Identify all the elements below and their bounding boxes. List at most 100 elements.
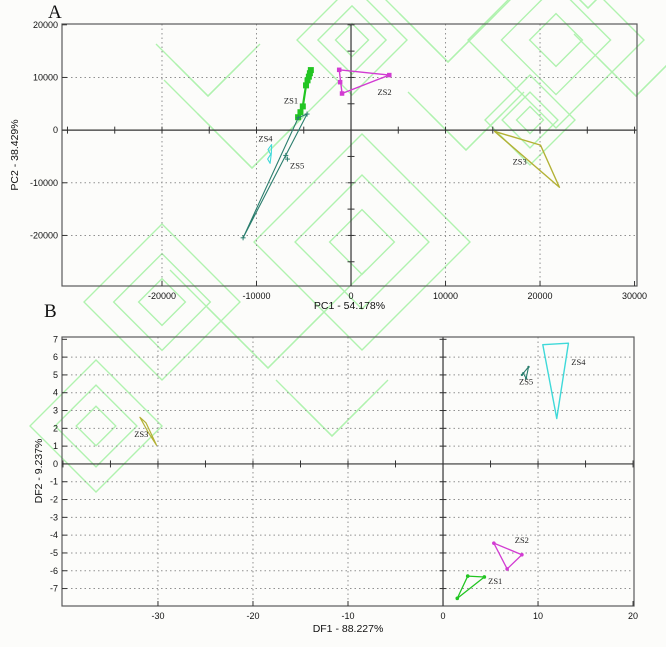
- cluster-label: ZS3: [513, 156, 527, 166]
- panel-b-cluster-zs5: ZS5: [519, 365, 533, 387]
- x-tick-label: -10: [341, 611, 354, 621]
- y-tick-label: 4: [53, 388, 58, 398]
- cluster-label: ZS4: [571, 357, 586, 367]
- x-tick-label: 0: [349, 291, 354, 301]
- panel-b-xaxis-title: DF1 - 88.227%: [312, 623, 384, 635]
- watermark-diamond: [83, 223, 241, 381]
- watermark-chevron: [597, 57, 666, 97]
- x-tick-label: -30: [151, 611, 164, 621]
- watermark-diamond: [75, 405, 117, 447]
- cluster-marker: [387, 72, 392, 78]
- watermark-chevron: [196, 112, 308, 169]
- cluster-marker: [307, 67, 314, 74]
- cluster-marker: [520, 552, 524, 557]
- watermark-motifs: [29, 0, 666, 493]
- watermark-chevron: [206, 306, 330, 369]
- cluster-marker: [336, 67, 342, 73]
- y-tick-label: 0: [53, 125, 58, 135]
- panel-b-frame: [61, 336, 635, 607]
- y-tick-label: -5: [50, 548, 58, 558]
- cluster-marker: [492, 541, 496, 545]
- y-tick-label: -2: [50, 495, 58, 505]
- watermark-diamond: [294, 174, 430, 310]
- watermark-diamond: [501, 91, 559, 149]
- cluster-label: ZS5: [290, 161, 304, 171]
- watermark-diamond: [334, 22, 370, 58]
- watermark-diamond: [467, 0, 645, 129]
- cluster-outline: [267, 144, 273, 164]
- panel-b-cluster-zs1: ZS1: [455, 574, 502, 601]
- watermark-chevron: [296, 400, 368, 437]
- cluster-label: ZS4: [258, 134, 273, 144]
- panel-b-zero-axes: [62, 337, 634, 606]
- panel-b-yaxis-title: DF2 - 9.237%: [33, 438, 45, 504]
- panel-a-xaxis-title: PC1 - 54.178%: [313, 300, 386, 312]
- panel-a-grid: [62, 24, 637, 286]
- panel-a-yaxis-title: PC2 - 38.429%: [9, 119, 21, 191]
- panel-b-plot: -30 -20 -10 0 10 2076543210-1-2-3-4-5-6-7ZS3Z…: [50, 334, 638, 621]
- cluster-marker: [465, 574, 470, 578]
- cluster-outline: [542, 342, 570, 420]
- y-tick-label: 7: [53, 334, 58, 344]
- watermark-chevron: [175, 63, 241, 97]
- panel-b-ticks: [62, 338, 634, 606]
- y-tick-label: 6: [53, 352, 58, 362]
- y-tick-label: -20000: [30, 230, 58, 240]
- cluster-label: ZS5: [519, 377, 533, 387]
- y-tick-label: -6: [50, 566, 58, 576]
- panel-b-letter: B: [44, 301, 57, 322]
- y-tick-label: 5: [53, 370, 58, 380]
- y-tick-label: 10000: [33, 72, 58, 82]
- cluster-marker: [455, 596, 460, 601]
- y-tick-label: 2: [53, 423, 58, 433]
- cluster-label: ZS1: [284, 95, 298, 105]
- cluster-outline: [493, 130, 561, 188]
- watermark-diamond: [500, 0, 612, 96]
- watermark-diamond: [528, 12, 584, 68]
- panel-a-plot: -20000 -10000 0 10000 20000 30000 20000 10000 0 -…: [30, 20, 647, 301]
- panel-a-tick-labels: -20000 -10000 0 10000 20000 30000 20000 10000 0 -…: [30, 20, 647, 301]
- panel-a-letter: A: [48, 2, 62, 23]
- cluster-marker: [304, 77, 311, 84]
- panel-b-grid: [62, 337, 634, 606]
- watermark-chevron: [399, 13, 497, 63]
- watermark-diamond: [29, 359, 163, 493]
- watermark-chevron: [579, 0, 597, 9]
- x-tick-label: 10000: [433, 291, 458, 301]
- cluster-marker: [527, 365, 530, 369]
- panel-b-cluster-zs3: ZS3: [134, 416, 158, 446]
- panel-a-minor-ticks: [66, 24, 636, 263]
- x-tick-label: -10000: [242, 291, 270, 301]
- watermark-diamond: [316, 4, 388, 76]
- y-tick-label: 3: [53, 406, 58, 416]
- cluster-marker: [337, 79, 343, 85]
- x-tick-label: 20: [628, 611, 638, 621]
- watermark-diamond: [137, 277, 187, 327]
- cluster-label: ZS2: [515, 535, 529, 545]
- y-tick-label: 20000: [33, 20, 58, 30]
- panel-a-zero-axes: [62, 24, 637, 286]
- watermark-diamond: [484, 74, 576, 166]
- cluster-marker: [297, 109, 304, 116]
- cluster-marker: [522, 371, 525, 375]
- cluster-marker: [505, 567, 509, 571]
- y-tick-label: 1: [53, 441, 58, 451]
- panel-b-cluster-zs2: ZS2: [492, 535, 529, 571]
- cluster-marker: [306, 70, 313, 77]
- y-tick-label: -10000: [30, 178, 58, 188]
- cluster-outline: [493, 542, 523, 570]
- x-tick-label: 10: [533, 611, 543, 621]
- cluster-marker: [305, 73, 312, 80]
- cluster-outline: [242, 113, 308, 239]
- panel-a-frame: [61, 23, 638, 287]
- watermark-diamond: [54, 384, 138, 468]
- panel-b-cluster-zs4: ZS4: [542, 342, 586, 420]
- x-tick-label: -20000: [148, 291, 176, 301]
- cluster-marker: [520, 373, 524, 377]
- cluster-marker: [482, 575, 487, 579]
- watermark-diamond: [253, 133, 471, 351]
- panel-a-cluster-zs4: ZS4: [258, 134, 273, 164]
